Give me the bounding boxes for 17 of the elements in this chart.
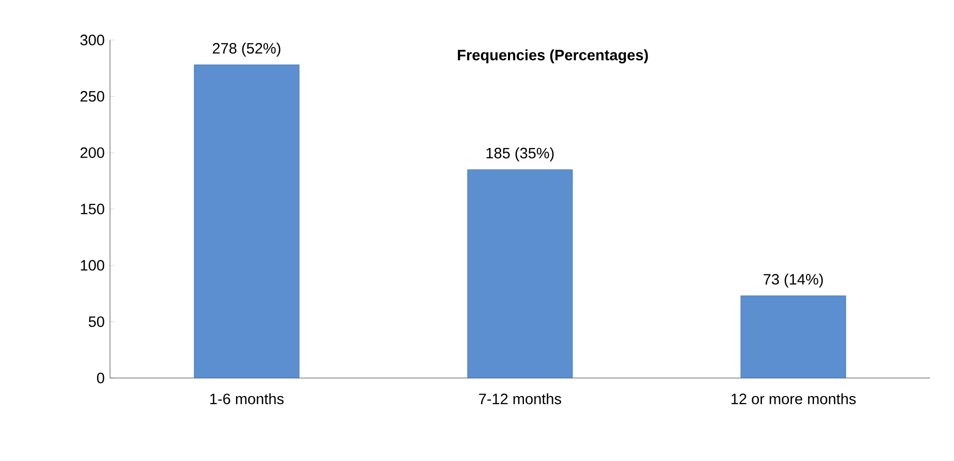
data-label: 185 (35%) [486,147,554,162]
y-tick-label: 300 [80,34,104,46]
y-tick-label: 0 [97,372,104,384]
y-tick-label: 50 [88,316,104,327]
text: Frequencies (Percentages) [458,49,648,64]
y-tick-label: 150 [80,204,104,214]
data-label: 278 (52%) [212,42,280,57]
bar [467,169,573,378]
x-tick-label: 7-12 months [479,393,562,404]
x-tick-label: 12 or more months [732,393,856,404]
y-tick-label: 100 [80,260,104,271]
data-label: 73 (14%) [764,274,823,288]
y-tick-label: 200 [80,147,104,158]
x-tick-label: 1-6 months [210,393,284,404]
bar [740,296,846,378]
y-tick-label: 250 [80,91,104,102]
bar [194,64,300,378]
